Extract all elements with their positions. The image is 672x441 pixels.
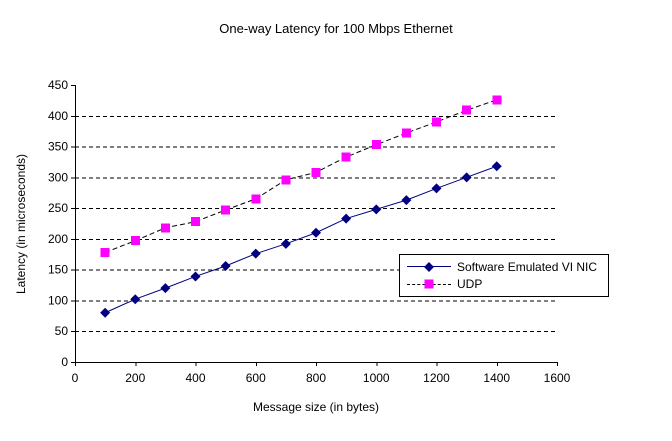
y-tick-label: 250 [48, 201, 68, 215]
y-tick-label: 50 [55, 324, 69, 338]
marker-square [341, 152, 351, 162]
series-line-software-emulated-vi-nic [104, 165, 497, 314]
legend-item-software-emulated-vi-nic: Software Emulated VI NIC [407, 260, 604, 274]
series-line-udp [104, 99, 497, 253]
y-tick-label: 350 [48, 140, 68, 154]
x-tick-label: 800 [306, 371, 326, 385]
marker-diamond [401, 195, 412, 206]
marker-square [100, 247, 110, 257]
y-tick-label: 400 [48, 109, 68, 123]
y-tick-label: 300 [48, 170, 68, 184]
marker-diamond [160, 283, 171, 294]
marker-square [160, 223, 170, 233]
marker-diamond [130, 294, 141, 305]
marker-square [221, 205, 231, 215]
x-axis-title: Message size (in bytes) [252, 400, 380, 414]
marker-square [492, 95, 502, 105]
legend-line-sample-vi [407, 261, 451, 272]
marker-diamond [100, 307, 111, 318]
marker-diamond [220, 260, 231, 271]
marker-diamond [280, 238, 291, 249]
y-tick-label: 100 [48, 293, 68, 307]
marker-square [462, 105, 472, 115]
marker-square [401, 128, 411, 138]
marker-square [281, 175, 291, 185]
marker-square [191, 217, 200, 227]
square-marker-icon [424, 279, 434, 289]
legend-label-udp: UDP [457, 277, 483, 292]
marker-square [432, 117, 441, 127]
x-tick-label: 200 [125, 371, 145, 385]
diamond-marker-icon [424, 261, 434, 272]
marker-diamond [461, 172, 472, 183]
x-tick-label: 600 [246, 371, 266, 385]
y-tick-label: 0 [61, 355, 68, 369]
marker-diamond [431, 183, 442, 194]
x-tick-label: 1400 [483, 371, 510, 385]
legend-line-sample-udp [407, 279, 451, 290]
x-tick-label: 1200 [423, 371, 450, 385]
chart-title: One-way Latency for 100 Mbps Ethernet [219, 21, 453, 36]
x-tick-label: 1600 [544, 371, 571, 385]
marker-diamond [491, 161, 502, 172]
legend: Software Emulated VI NIC UDP [399, 254, 609, 297]
marker-square [371, 140, 381, 150]
x-tick-label: 0 [72, 371, 79, 385]
marker-diamond [311, 227, 321, 238]
marker-diamond [190, 271, 201, 282]
legend-label-vi: Software Emulated VI NIC [457, 259, 598, 274]
marker-square [311, 167, 321, 177]
y-tick-label: 450 [48, 78, 68, 92]
marker-diamond [371, 204, 382, 215]
marker-square [251, 194, 261, 204]
legend-item-udp: UDP [407, 277, 604, 291]
marker-diamond [250, 248, 261, 259]
marker-square [130, 236, 140, 246]
y-tick-label: 150 [48, 263, 68, 277]
x-tick-label: 400 [185, 371, 205, 385]
marker-diamond [341, 213, 352, 224]
x-tick-label: 1000 [363, 371, 390, 385]
y-axis-title: Latency (in microseconds) [14, 153, 28, 295]
y-tick-label: 200 [48, 232, 68, 246]
